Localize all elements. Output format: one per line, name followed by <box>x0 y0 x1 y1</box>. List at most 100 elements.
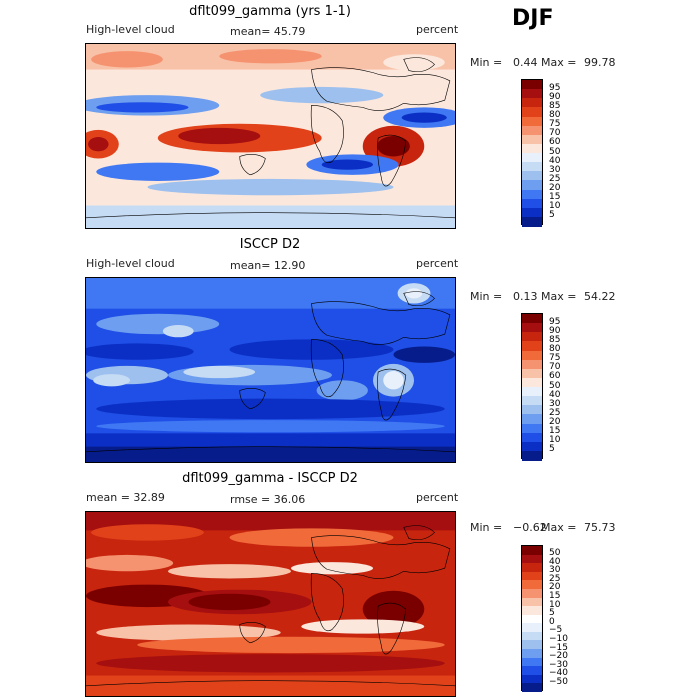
colorbar-tick-label: 95 <box>549 316 561 327</box>
panel2-colorbar <box>521 313 543 461</box>
colorbar-swatch <box>522 554 542 564</box>
colorbar-tick-label: 50 <box>549 380 561 391</box>
colorbar-swatch <box>522 314 542 324</box>
panel3-max-label: Max = <box>541 521 577 534</box>
colorbar-swatch <box>522 432 542 443</box>
colorbar-swatch <box>522 134 542 145</box>
colorbar-swatch <box>522 171 542 181</box>
colorbar-tick-label: 5 <box>549 210 555 221</box>
colorbar-tick-label: 75 <box>549 353 561 364</box>
panel2-title: ISCCP D2 <box>239 237 301 252</box>
colorbar-tick-label: −15 <box>549 642 568 653</box>
panel3-colorbar <box>521 545 543 693</box>
colorbar-swatch <box>522 332 542 342</box>
colorbar-swatch <box>522 683 542 693</box>
colorbar-swatch <box>522 666 542 676</box>
colorbar-swatch <box>522 631 542 641</box>
colorbar-tick-label: 10 <box>549 201 561 212</box>
colorbar-swatch <box>522 341 542 351</box>
colorbar-swatch <box>522 674 542 684</box>
colorbar-swatch <box>522 368 542 379</box>
colorbar-tick-label: 30 <box>549 164 561 175</box>
colorbar-tick-label: 85 <box>549 100 561 111</box>
colorbar-swatch <box>522 153 542 163</box>
panel1-min-value: 0.44 <box>513 56 538 69</box>
panel1-max-value: 99.78 <box>584 56 616 69</box>
colorbar-swatch <box>522 189 542 200</box>
panel1-colorbar <box>521 79 543 227</box>
colorbar-tick-label: 60 <box>549 371 561 382</box>
colorbar-swatch <box>522 323 542 333</box>
panel2-map <box>85 277 456 463</box>
colorbar-tick-label: 15 <box>549 426 561 437</box>
colorbar-tick-label: 15 <box>549 591 561 602</box>
colorbar-swatch <box>522 107 542 117</box>
colorbar-tick-label: −20 <box>549 651 568 662</box>
colorbar-tick-label: 0 <box>549 616 555 627</box>
colorbar-swatch <box>522 649 542 659</box>
colorbar-tick-label: 80 <box>549 344 561 354</box>
colorbar-swatch <box>522 387 542 397</box>
panel1-units-label: percent <box>416 23 459 36</box>
colorbar-swatch <box>522 116 542 127</box>
colorbar-swatch <box>522 405 542 415</box>
colorbar-swatch <box>522 571 542 581</box>
colorbar-tick-label: −50 <box>549 676 568 687</box>
colorbar-tick-label: 85 <box>549 334 561 345</box>
panel3-mean-label: mean = 32.89 <box>86 491 165 504</box>
panel2-mean-label: mean= 12.90 <box>230 259 306 272</box>
panel3-units-label: percent <box>416 491 459 504</box>
colorbar-swatch <box>522 125 542 136</box>
colorbar-tick-label: 70 <box>549 128 561 139</box>
panel1-variable-label: High-level cloud <box>86 23 175 36</box>
colorbar-tick-label: 60 <box>549 137 561 148</box>
colorbar-tick-label: 20 <box>549 417 561 427</box>
colorbar-swatch <box>522 441 542 452</box>
colorbar-tick-label: 75 <box>549 119 561 130</box>
panel3-map <box>85 511 456 697</box>
colorbar-swatch <box>522 98 542 108</box>
colorbar-swatch <box>522 423 542 434</box>
panel2-min-value: 0.13 <box>513 290 538 303</box>
colorbar-tick-label: 10 <box>549 435 561 446</box>
colorbar-tick-label: 90 <box>549 325 561 336</box>
colorbar-tick-label: 40 <box>549 389 561 400</box>
panel1-title: dflt099_gamma (yrs 1-1) <box>189 4 351 19</box>
colorbar-swatch <box>522 414 542 424</box>
colorbar-tick-label: 50 <box>549 548 561 559</box>
colorbar-tick-label: 50 <box>549 146 561 157</box>
colorbar-swatch <box>522 597 542 607</box>
colorbar-tick-label: −5 <box>549 625 563 636</box>
colorbar-swatch <box>522 640 542 650</box>
colorbar-tick-label: −30 <box>549 659 568 670</box>
colorbar-swatch <box>522 546 542 556</box>
colorbar-tick-label: 5 <box>549 608 555 619</box>
colorbar-swatch <box>522 359 542 370</box>
colorbar-swatch <box>522 198 542 209</box>
colorbar-tick-label: −10 <box>549 633 568 644</box>
colorbar-tick-label: 30 <box>549 398 561 409</box>
colorbar-swatch <box>522 377 542 388</box>
colorbar-swatch <box>522 80 542 90</box>
colorbar-swatch <box>522 89 542 99</box>
colorbar-tick-label: 20 <box>549 582 561 593</box>
panel1-map <box>85 43 456 229</box>
panel3-rmse-label: rmse = 36.06 <box>230 493 306 506</box>
colorbar-tick-label: 25 <box>549 173 561 184</box>
colorbar-tick-label: 90 <box>549 91 561 102</box>
colorbar-swatch <box>522 623 542 633</box>
colorbar-tick-label: 25 <box>549 407 561 418</box>
panel3-max-value: 75.73 <box>584 521 616 534</box>
colorbar-swatch <box>522 450 542 461</box>
colorbar-swatch <box>522 657 542 667</box>
colorbar-tick-label: 70 <box>549 362 561 373</box>
colorbar-swatch <box>522 606 542 616</box>
panel1-mean-label: mean= 45.79 <box>230 25 306 38</box>
colorbar-tick-label: 30 <box>549 565 561 576</box>
panel1-max-label: Max = <box>541 56 577 69</box>
colorbar-tick-label: 25 <box>549 573 561 584</box>
colorbar-tick-label: 80 <box>549 110 561 120</box>
panel2-units-label: percent <box>416 257 459 270</box>
colorbar-swatch <box>522 614 542 624</box>
panel3-min-label: Min = <box>470 521 503 534</box>
